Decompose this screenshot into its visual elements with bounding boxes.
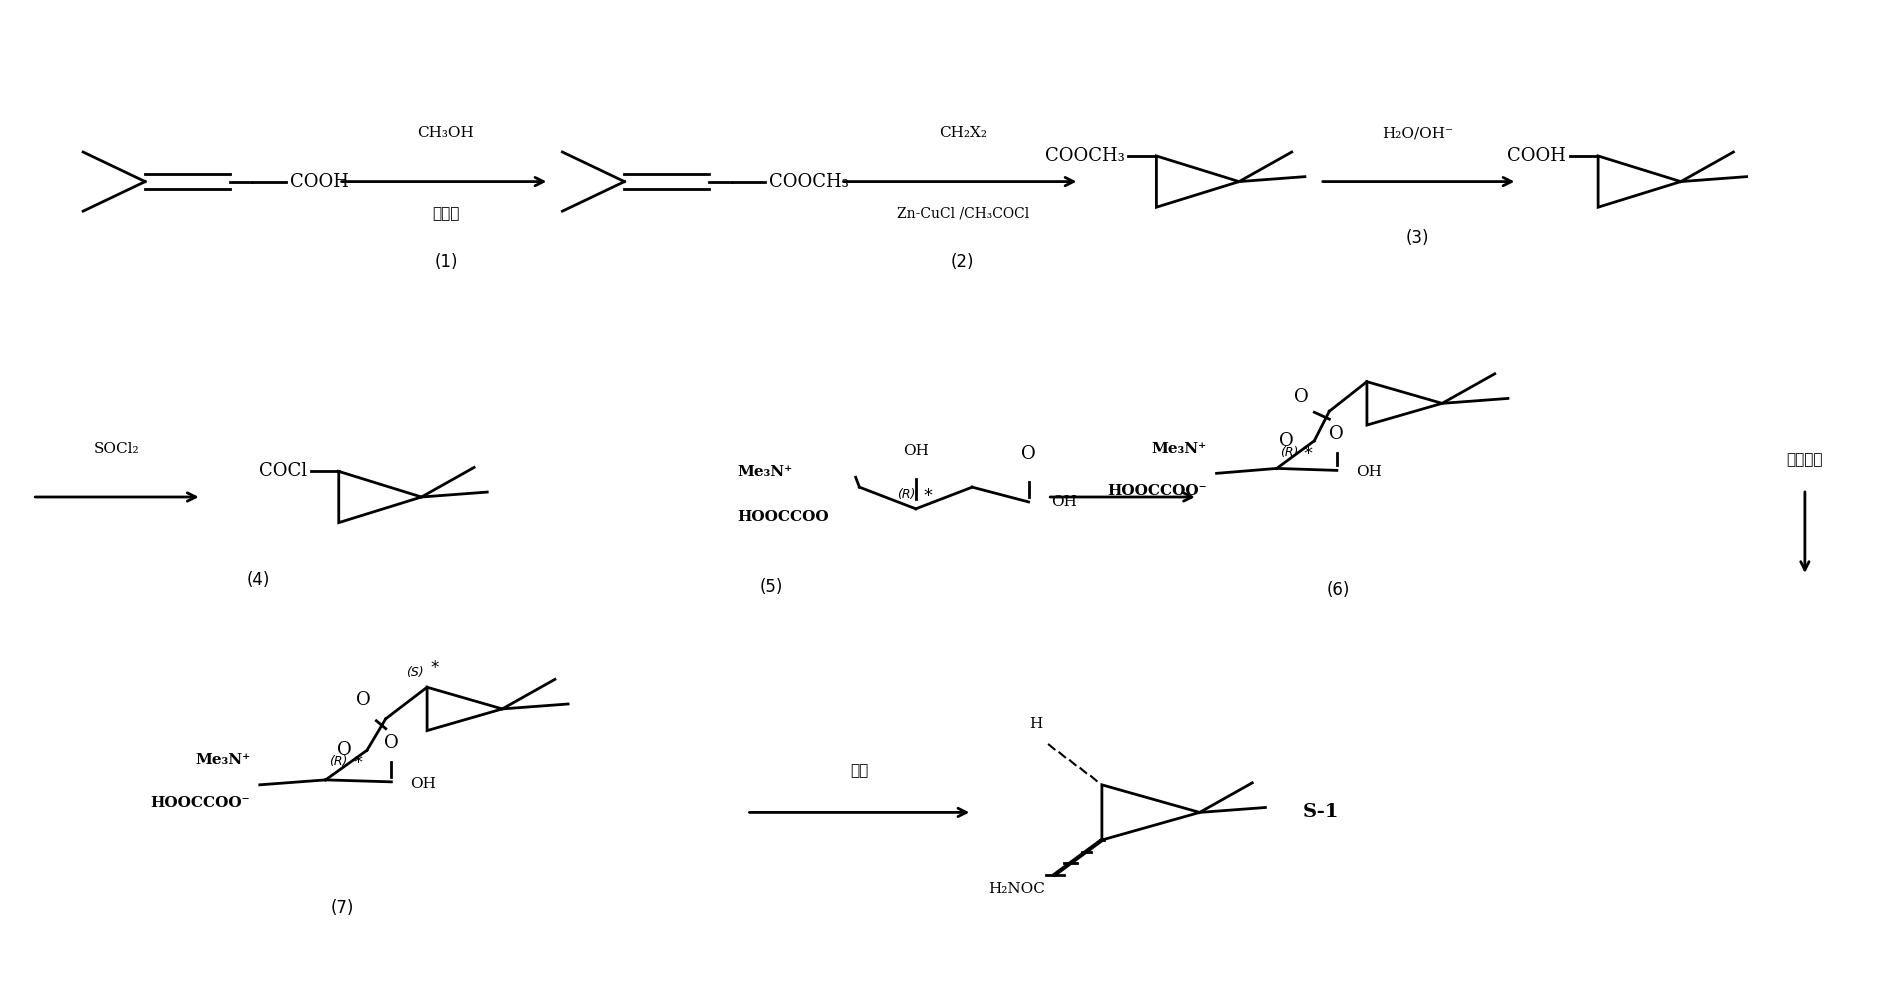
Text: O: O bbox=[355, 691, 370, 709]
Text: (5): (5) bbox=[759, 578, 784, 595]
Text: CH₂X₂: CH₂X₂ bbox=[938, 126, 987, 140]
Text: COOCH₃: COOCH₃ bbox=[768, 173, 850, 191]
Text: Zn-CuCl /CH₃COCl: Zn-CuCl /CH₃COCl bbox=[897, 206, 1029, 221]
Text: H: H bbox=[1029, 717, 1042, 731]
Text: *: * bbox=[430, 659, 440, 677]
Text: COOH: COOH bbox=[291, 173, 349, 191]
Text: (R): (R) bbox=[329, 755, 347, 768]
Text: Me₃N⁺: Me₃N⁺ bbox=[1152, 441, 1206, 455]
Text: O: O bbox=[1278, 431, 1293, 450]
Text: (6): (6) bbox=[1327, 580, 1350, 598]
Text: OH: OH bbox=[410, 777, 436, 791]
Text: OH: OH bbox=[902, 443, 929, 457]
Text: H₂NOC: H₂NOC bbox=[989, 883, 1046, 897]
Text: CH₃OH: CH₃OH bbox=[417, 126, 474, 140]
Text: (3): (3) bbox=[1407, 229, 1429, 247]
Text: (S): (S) bbox=[406, 666, 423, 679]
Text: O: O bbox=[338, 742, 351, 759]
Text: 氨解: 氨解 bbox=[850, 763, 868, 778]
Text: (R): (R) bbox=[1280, 445, 1299, 458]
Text: (2): (2) bbox=[952, 252, 974, 270]
Text: Me₃N⁺: Me₃N⁺ bbox=[194, 753, 251, 767]
Text: (4): (4) bbox=[245, 571, 270, 588]
Text: HOOCCOO⁻: HOOCCOO⁻ bbox=[1108, 484, 1206, 498]
Text: OH: OH bbox=[1356, 465, 1382, 479]
Text: COCl: COCl bbox=[259, 462, 306, 480]
Text: COOCH₃: COOCH₃ bbox=[1044, 147, 1125, 165]
Text: (1): (1) bbox=[434, 252, 457, 270]
Text: *: * bbox=[923, 487, 933, 505]
Text: 催化剂: 催化剂 bbox=[432, 206, 459, 222]
Text: HOOCCOO⁻: HOOCCOO⁻ bbox=[151, 795, 251, 809]
Text: O: O bbox=[1021, 444, 1037, 462]
Text: HOOCCOO: HOOCCOO bbox=[736, 510, 829, 524]
Text: SOCl₂: SOCl₂ bbox=[94, 441, 140, 455]
Text: (R): (R) bbox=[897, 488, 916, 501]
Text: O: O bbox=[1293, 389, 1308, 407]
Text: COOH: COOH bbox=[1507, 147, 1567, 165]
Text: *: * bbox=[353, 754, 362, 772]
Text: O: O bbox=[1329, 424, 1344, 442]
Text: (7): (7) bbox=[330, 900, 355, 917]
Text: H₂O/OH⁻: H₂O/OH⁻ bbox=[1382, 126, 1454, 140]
Text: *: * bbox=[1303, 444, 1312, 462]
Text: S-1: S-1 bbox=[1303, 803, 1339, 821]
Text: O: O bbox=[383, 735, 398, 752]
Text: OH: OH bbox=[1052, 495, 1076, 509]
Text: 部分结晶: 部分结晶 bbox=[1786, 452, 1824, 467]
Text: Me₃N⁺: Me₃N⁺ bbox=[736, 465, 793, 479]
